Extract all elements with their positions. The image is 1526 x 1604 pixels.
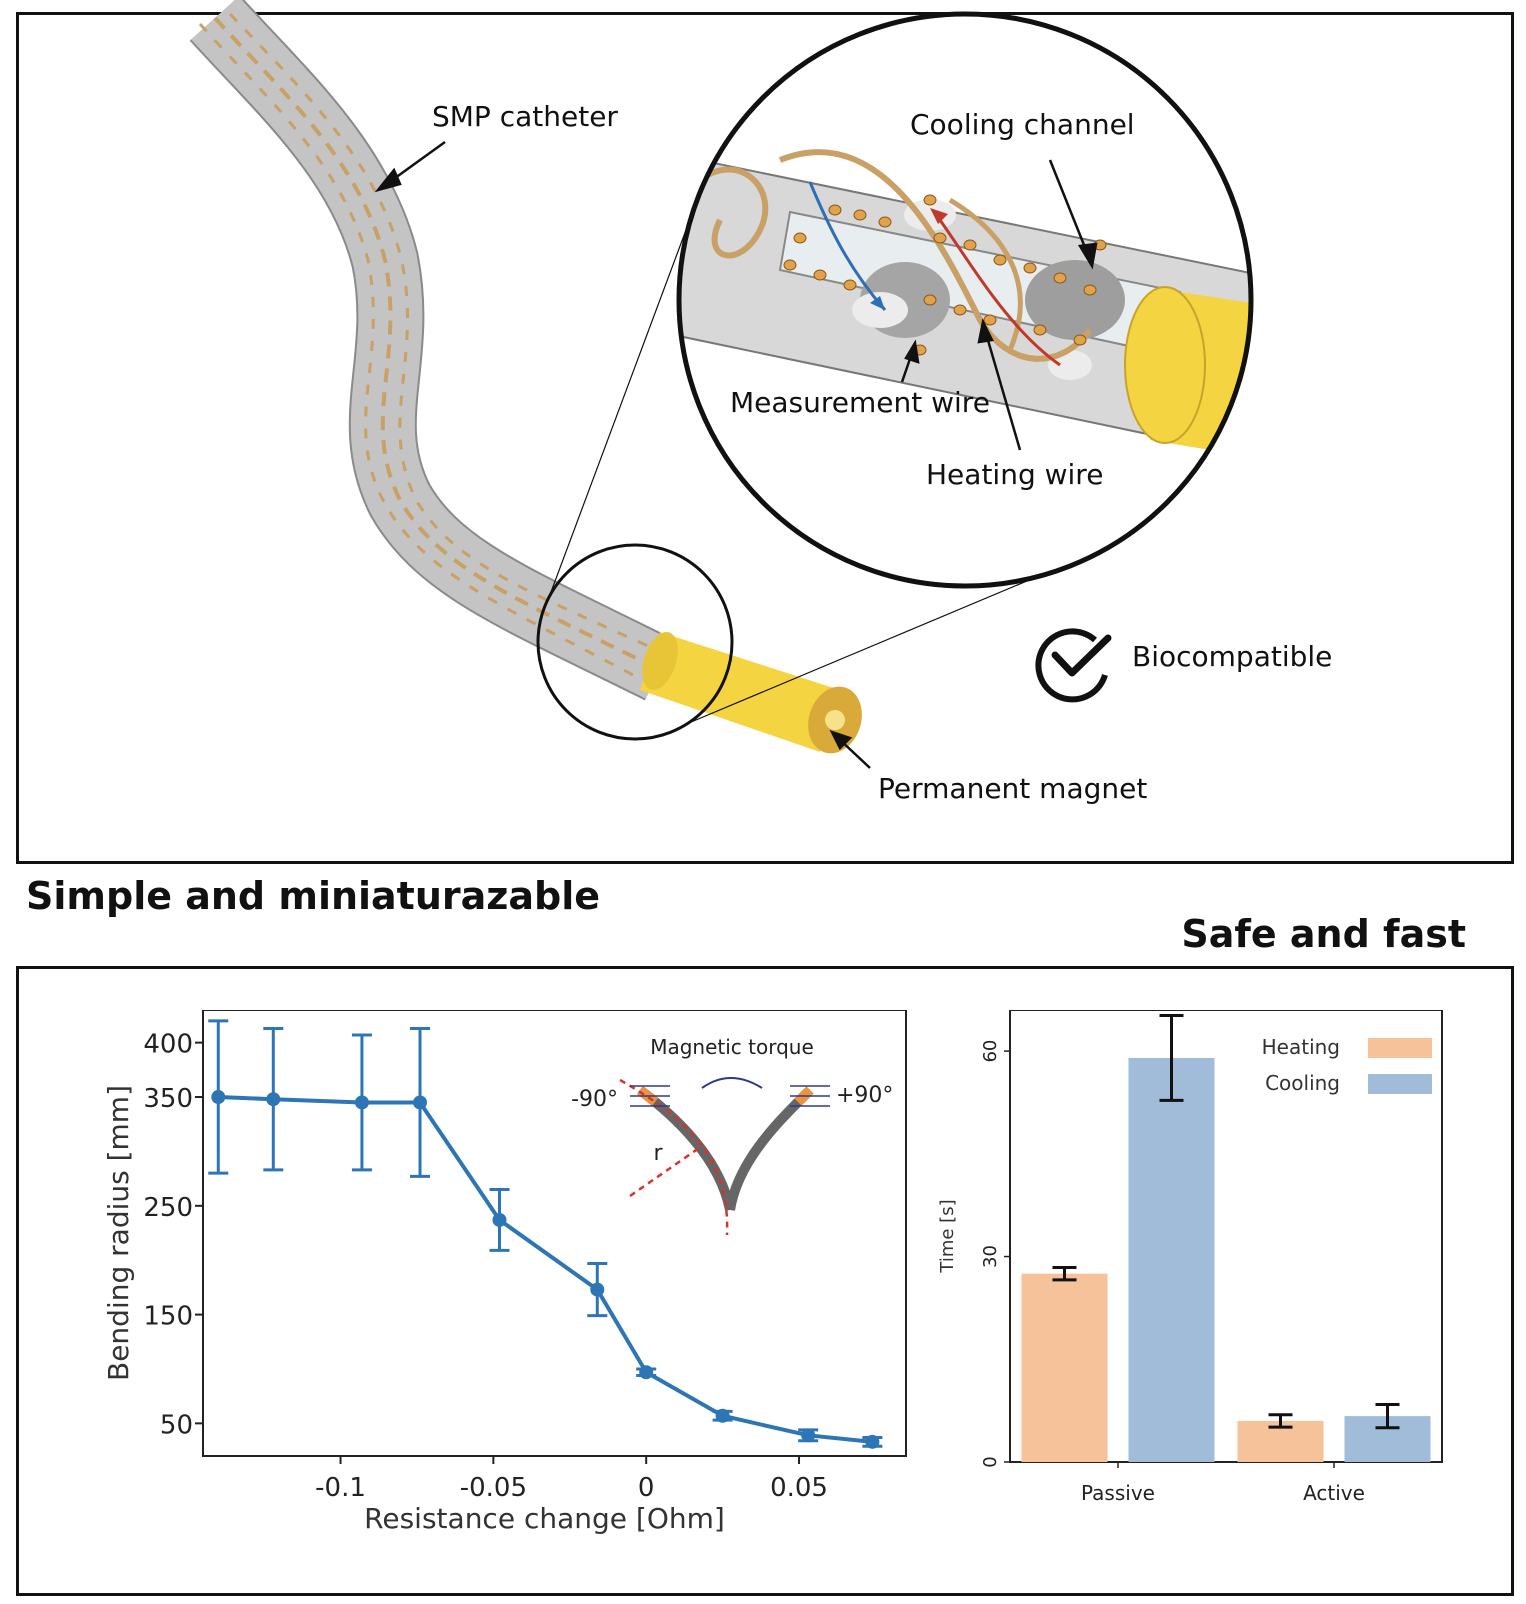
legend-swatch <box>1368 1038 1432 1058</box>
label-measurement-wire: Measurement wire <box>730 386 990 419</box>
data-point <box>266 1092 281 1107</box>
legend-swatch <box>1368 1074 1432 1094</box>
inset-right-label: +90° <box>836 1083 893 1108</box>
label-smp-catheter: SMP catheter <box>432 100 618 133</box>
top-panel <box>16 12 1514 864</box>
heating-arrow <box>983 329 1022 451</box>
data-point <box>354 1095 369 1110</box>
inset-title: Magnetic torque <box>650 1035 814 1059</box>
y-tick-label: 150 <box>143 1302 193 1332</box>
plot-frame <box>202 1010 907 1457</box>
beam-right <box>725 1086 814 1211</box>
checkmark-circle-icon <box>1035 628 1112 703</box>
y-tick-label: 0 <box>980 1456 1001 1467</box>
x-tick-label: Active <box>1303 1481 1365 1505</box>
cooling-arrow <box>1048 159 1090 256</box>
data-point <box>801 1428 816 1443</box>
x-tick-label: -0.1 <box>315 1473 366 1503</box>
bar-chart: 0 30 60 Time [s] Passive Active Heating Cooling <box>937 1010 1443 1505</box>
heading-simple: Simple and miniaturazable <box>26 874 601 918</box>
bar <box>1021 1273 1108 1462</box>
blue-flow-arrow <box>808 181 887 311</box>
plot-frame <box>1009 1010 1443 1463</box>
inset-radius-label: r <box>653 1141 663 1166</box>
x-tick-label: 0 <box>638 1473 655 1503</box>
magnetic-torque-inset: Magnetic torque -90° +90° r <box>571 1035 893 1236</box>
y-tick-label: 30 <box>980 1245 1001 1268</box>
red-flow-arrow <box>938 219 1061 367</box>
y-tick-label: 50 <box>160 1410 193 1440</box>
legend-label: Heating <box>1262 1035 1340 1059</box>
y-tick-label: 250 <box>143 1193 193 1223</box>
x-tick-label: -0.05 <box>460 1473 527 1503</box>
data-point <box>865 1434 880 1449</box>
torque-arc <box>701 1077 763 1089</box>
bar <box>1128 1057 1215 1462</box>
line-chart: 50 150 250 350 400 -0.1 -0.05 0 0.05 Resistance c… <box>102 1010 907 1535</box>
zoom-line-upper <box>547 229 687 601</box>
bend-dashed-path <box>619 1078 729 1236</box>
data-point <box>492 1212 507 1227</box>
label-biocompatible: Biocompatible <box>1132 640 1332 673</box>
data-point <box>413 1095 428 1110</box>
helix-wire-a <box>213 16 661 672</box>
data-point <box>639 1365 654 1380</box>
bottom-panel <box>16 966 1514 1596</box>
x-axis-label: Resistance change [Ohm] <box>364 1502 725 1535</box>
data-point <box>715 1408 730 1423</box>
y-tick-label: 60 <box>980 1040 1001 1063</box>
data-point <box>590 1282 605 1297</box>
x-tick-label: Passive <box>1081 1481 1155 1505</box>
x-tick-label: 0.05 <box>770 1473 828 1503</box>
y-tick-label: 400 <box>143 1030 193 1060</box>
label-permanent-magnet: Permanent magnet <box>878 772 1147 805</box>
inset-left-label: -90° <box>571 1087 618 1112</box>
label-cooling-channel: Cooling channel <box>910 108 1135 141</box>
y-axis-label: Time [s] <box>937 1199 958 1273</box>
legend-label: Cooling <box>1265 1071 1340 1095</box>
radius-dashed-line <box>629 1144 703 1198</box>
zoom-detail <box>676 11 1254 589</box>
permanent-magnet <box>640 632 862 754</box>
series-line <box>218 1095 873 1444</box>
heading-safe: Safe and fast <box>1181 912 1466 956</box>
data-point <box>211 1090 226 1105</box>
label-heating-wire: Heating wire <box>926 458 1103 491</box>
y-axis-label: Bending radius [mm] <box>102 1085 135 1381</box>
y-tick-label: 350 <box>143 1084 193 1114</box>
zoom-indicator-circle <box>536 543 734 741</box>
catheter-diagram: SMP catheter Cooling channel Measurement… <box>189 0 1332 805</box>
zoom-line-lower <box>683 564 1066 726</box>
